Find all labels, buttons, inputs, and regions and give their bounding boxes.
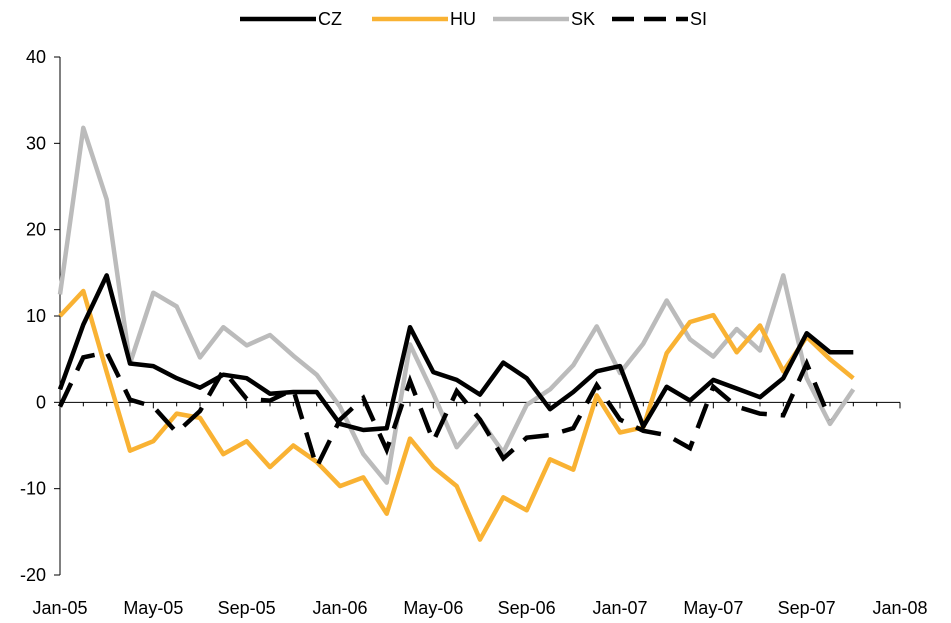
x-tick-label: May-07 (683, 598, 743, 618)
x-tick-label: Jan-08 (872, 598, 927, 618)
legend-label-hu: HU (450, 9, 476, 29)
y-tick-label: 10 (26, 306, 46, 326)
x-tick-label: Sep-05 (218, 598, 276, 618)
series-line-cz (57, 273, 854, 433)
y-tick-label: 0 (36, 392, 46, 412)
y-axis: -20 -10 0 10 20 30 40 (20, 47, 61, 585)
legend-label-cz: CZ (318, 9, 342, 29)
x-tick-label: Jan-05 (32, 598, 87, 618)
x-tick-label: May-05 (123, 598, 183, 618)
series-line-sk (57, 125, 856, 485)
x-tick-label: Jan-07 (592, 598, 647, 618)
series-line-si (57, 349, 833, 474)
legend-label-sk: SK (571, 9, 595, 29)
x-tick-label: Jan-06 (312, 598, 367, 618)
series-layer (57, 125, 856, 542)
y-tick-label: -20 (20, 565, 46, 585)
x-tick-label: Sep-06 (498, 598, 556, 618)
legend-label-si: SI (690, 9, 707, 29)
x-axis: Jan-05 May-05 Sep-05 Jan-06 May-06 Sep-06 Jan-… (32, 401, 928, 618)
legend: CZ HU SK SI (240, 9, 707, 29)
series-line-hu (58, 288, 855, 542)
y-tick-label: 20 (26, 220, 46, 240)
x-tick-label: Sep-07 (778, 598, 836, 618)
y-tick-label: 30 (26, 133, 46, 153)
x-tick-label: May-06 (403, 598, 463, 618)
y-tick-label: 40 (26, 47, 46, 67)
y-tick-label: -10 (20, 479, 46, 499)
